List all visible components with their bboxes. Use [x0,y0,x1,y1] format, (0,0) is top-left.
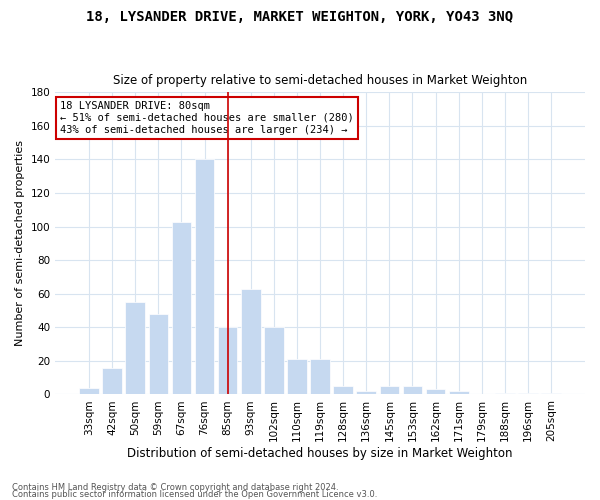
Bar [149,314,168,394]
Bar [403,386,422,394]
Bar [79,388,99,394]
Bar [103,368,122,394]
Bar [218,328,238,394]
Bar [172,222,191,394]
Bar [380,386,399,394]
Bar [334,386,353,394]
Bar [426,390,445,394]
Text: 18, LYSANDER DRIVE, MARKET WEIGHTON, YORK, YO43 3NQ: 18, LYSANDER DRIVE, MARKET WEIGHTON, YOR… [86,10,514,24]
Bar [241,288,260,395]
Y-axis label: Number of semi-detached properties: Number of semi-detached properties [15,140,25,346]
Bar [125,302,145,394]
Bar [518,393,538,394]
Bar [287,359,307,394]
Bar [541,393,561,394]
Title: Size of property relative to semi-detached houses in Market Weighton: Size of property relative to semi-detach… [113,74,527,87]
Bar [449,391,469,394]
Bar [264,328,284,394]
Bar [195,160,214,394]
Bar [495,393,515,394]
Bar [356,391,376,394]
Text: Contains HM Land Registry data © Crown copyright and database right 2024.: Contains HM Land Registry data © Crown c… [12,484,338,492]
Text: Contains public sector information licensed under the Open Government Licence v3: Contains public sector information licen… [12,490,377,499]
Text: 18 LYSANDER DRIVE: 80sqm
← 51% of semi-detached houses are smaller (280)
43% of : 18 LYSANDER DRIVE: 80sqm ← 51% of semi-d… [61,102,354,134]
X-axis label: Distribution of semi-detached houses by size in Market Weighton: Distribution of semi-detached houses by … [127,447,513,460]
Bar [310,359,330,394]
